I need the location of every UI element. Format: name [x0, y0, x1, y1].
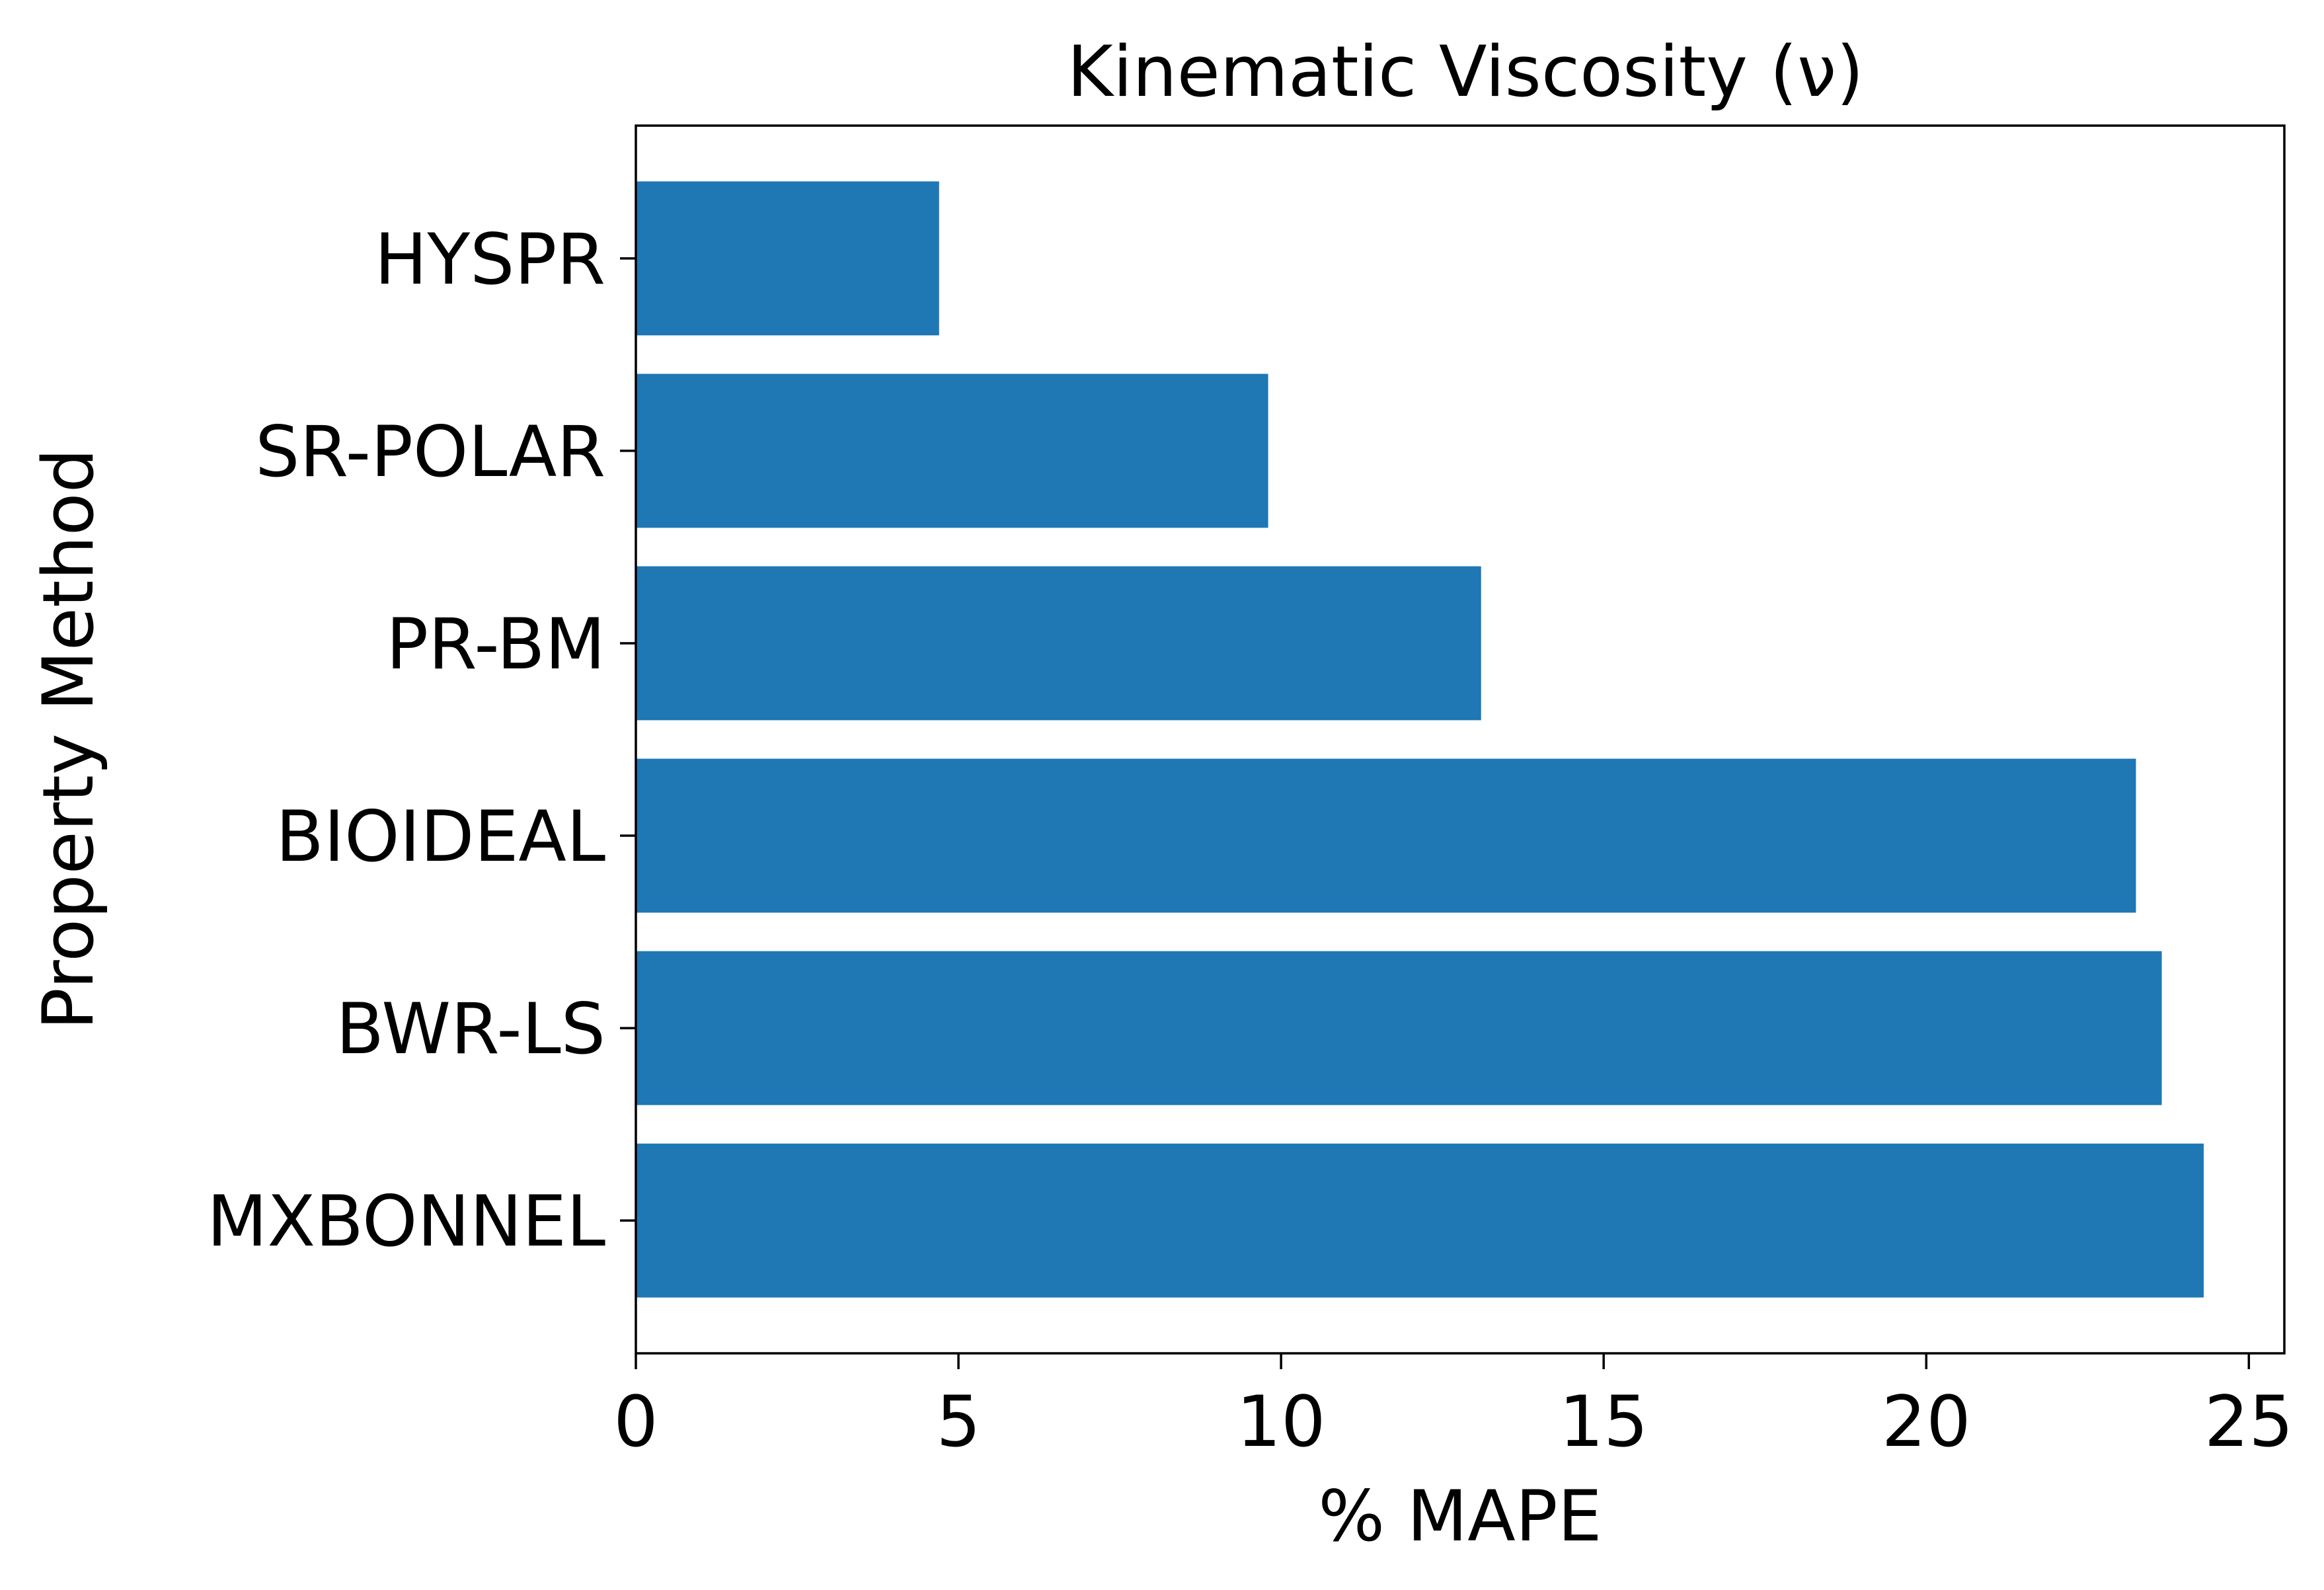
x-tick-label: 10: [1237, 1381, 1326, 1462]
y-tick-label: MXBONNEL: [207, 1181, 605, 1262]
bar-hyspr: [636, 181, 939, 336]
x-tick-label: 20: [1882, 1381, 1971, 1462]
x-tick-label: 5: [936, 1381, 980, 1462]
y-tick-label: SR-POLAR: [255, 411, 605, 493]
y-axis: MXBONNEL BWR-LS BIOIDEAL PR-BM SR-POLAR HYSPR: [207, 219, 636, 1262]
x-tick-label: 15: [1559, 1381, 1648, 1462]
plot-frame: [635, 124, 2286, 1355]
chart-title: Kinematic Viscosity (ν): [1067, 31, 1863, 112]
y-tick-label: PR-BM: [386, 604, 605, 685]
bar-mxbonnel: [636, 1143, 2204, 1298]
bars-group: [636, 181, 2204, 1298]
y-axis-label: Property Method: [28, 448, 109, 1030]
y-tick-label: BIOIDEAL: [276, 796, 605, 877]
bar-bioideal: [636, 758, 2136, 913]
bar-bwr-ls: [636, 951, 2162, 1105]
bar-pr-bm: [636, 566, 1481, 721]
x-axis: 0 5 10 15 20 25: [613, 1353, 2294, 1462]
bar-sr-polar: [636, 374, 1268, 528]
x-tick-label: 25: [2204, 1381, 2294, 1462]
x-axis-label: % MAPE: [1318, 1476, 1602, 1557]
y-tick-label: HYSPR: [375, 219, 605, 300]
x-tick-label: 0: [613, 1381, 658, 1462]
y-tick-label: BWR-LS: [336, 988, 605, 1070]
